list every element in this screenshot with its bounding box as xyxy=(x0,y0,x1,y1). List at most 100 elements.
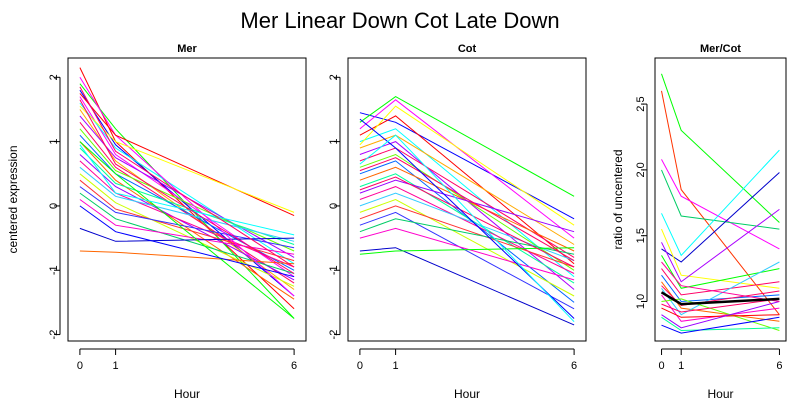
panel-ratio: Mer/Cot 0 1 6 Hour 1.0 1.5 2.0 2.5 ratio of uncen… xyxy=(611,43,787,400)
series-line-8 xyxy=(661,255,780,289)
series-line-0 xyxy=(661,73,780,223)
series-line-16 xyxy=(359,205,575,268)
y-tick-label: -1 xyxy=(48,265,60,275)
x-tick-label: 0 xyxy=(658,360,664,372)
panel-title: Cot xyxy=(458,43,477,55)
y-axis-label: centered expression xyxy=(6,145,20,253)
plot-frame xyxy=(654,57,787,342)
y-tick-label: 1 xyxy=(48,139,60,145)
series-line-20 xyxy=(79,227,295,242)
y-tick-label: 2.5 xyxy=(635,96,647,111)
series-line-19 xyxy=(661,261,780,302)
series-line-7 xyxy=(661,208,780,283)
y-tick-label: 0 xyxy=(328,203,340,209)
series-line-24 xyxy=(359,176,575,268)
x-axis-label: Hour xyxy=(174,387,200,400)
series-line-23 xyxy=(359,157,575,262)
series-line-11 xyxy=(359,173,575,284)
series-line-25 xyxy=(79,105,295,213)
series-line-21 xyxy=(661,298,780,313)
series-line-27 xyxy=(79,144,295,236)
series-line-1 xyxy=(661,90,780,316)
series-line-1 xyxy=(359,96,575,197)
series-line-21 xyxy=(79,250,295,265)
panel-title: Mer/Cot xyxy=(700,43,741,55)
series-group xyxy=(359,96,575,326)
panel-mer: Mer 0 1 6 Hour -2 -1 0 1 2 centered expression xyxy=(6,43,307,400)
series-line-22 xyxy=(79,141,295,319)
x-tick-label: 6 xyxy=(776,360,782,372)
series-line-13 xyxy=(359,186,575,274)
series-line-12 xyxy=(359,179,575,233)
series-group xyxy=(79,67,295,319)
series-group xyxy=(660,73,780,334)
y-axis-label: ratio of uncentered xyxy=(611,149,625,249)
y-tick-label: 0 xyxy=(48,203,60,209)
series-line-14 xyxy=(79,166,295,242)
series-line-15 xyxy=(79,173,295,287)
series-line-17 xyxy=(79,186,295,249)
y-tick-label: 2 xyxy=(48,74,60,80)
y-tick-label: -1 xyxy=(328,265,340,275)
series-line-2 xyxy=(661,159,780,250)
series-line-17 xyxy=(359,211,575,310)
x-axis-label: Hour xyxy=(454,387,480,400)
series-line-10 xyxy=(79,141,295,300)
series-line-25 xyxy=(359,118,575,319)
plot-frame xyxy=(347,57,587,342)
series-line-5 xyxy=(661,172,780,263)
series-line-15 xyxy=(661,307,780,318)
series-line-26 xyxy=(79,205,295,278)
x-tick-label: 1 xyxy=(678,360,684,372)
series-line-9 xyxy=(661,268,780,296)
series-line-10 xyxy=(661,274,780,303)
series-line-22 xyxy=(359,105,575,226)
x-axis-label: Hour xyxy=(707,387,733,400)
series-line-11 xyxy=(79,147,295,245)
series-line-18 xyxy=(79,192,295,274)
x-tick-label: 1 xyxy=(113,360,119,372)
y-tick-label: 2 xyxy=(328,74,340,80)
x-tick-label: 0 xyxy=(77,360,83,372)
series-line-13 xyxy=(661,294,780,322)
series-line-2 xyxy=(359,99,575,239)
series-line-18 xyxy=(359,218,575,255)
series-line-22 xyxy=(660,291,780,306)
y-tick-label: -2 xyxy=(328,330,340,340)
series-line-7 xyxy=(359,147,575,258)
series-line-16 xyxy=(661,301,780,329)
x-tick-label: 6 xyxy=(571,360,577,372)
series-line-6 xyxy=(359,141,575,290)
series-line-20 xyxy=(359,247,575,326)
series-line-20 xyxy=(661,285,780,307)
series-line-4 xyxy=(661,149,780,257)
y-tick-label: 1.0 xyxy=(635,294,647,309)
series-line-29 xyxy=(79,99,295,274)
series-line-8 xyxy=(359,153,575,271)
x-tick-label: 0 xyxy=(357,360,363,372)
x-tick-label: 6 xyxy=(291,360,297,372)
series-line-21 xyxy=(359,247,575,255)
series-line-5 xyxy=(359,134,575,245)
y-tick-label: 1.5 xyxy=(635,228,647,243)
x-tick-label: 1 xyxy=(393,360,399,372)
series-line-19 xyxy=(359,227,575,281)
figure-title: Mer Linear Down Cot Late Down xyxy=(240,8,559,33)
series-line-28 xyxy=(79,86,295,268)
series-line-16 xyxy=(79,179,295,262)
series-line-4 xyxy=(359,128,575,278)
series-line-3 xyxy=(661,169,780,230)
series-line-14 xyxy=(359,192,575,262)
y-tick-label: 2.0 xyxy=(635,162,647,177)
panel-title: Mer xyxy=(177,43,197,55)
series-line-15 xyxy=(359,198,575,297)
series-line-12 xyxy=(79,154,295,281)
series-line-19 xyxy=(79,199,295,255)
series-line-9 xyxy=(359,160,575,303)
series-line-14 xyxy=(661,298,780,331)
series-line-10 xyxy=(359,166,575,252)
series-line-0 xyxy=(359,112,575,220)
series-line-5 xyxy=(79,109,295,290)
plot-frame xyxy=(67,57,307,342)
